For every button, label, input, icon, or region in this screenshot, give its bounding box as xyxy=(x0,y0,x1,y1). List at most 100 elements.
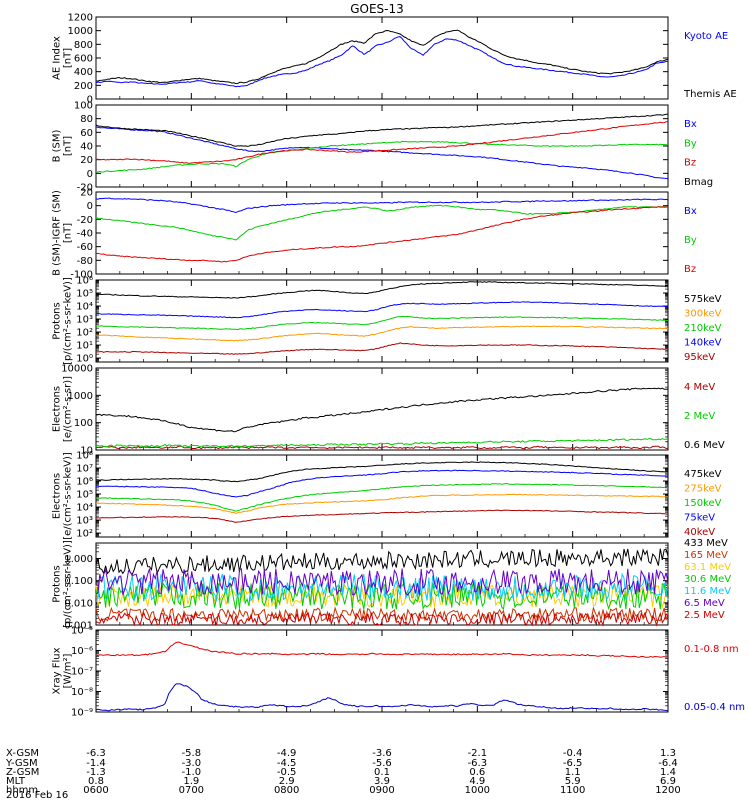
legend-entry: By xyxy=(684,138,697,149)
x-axis-value: -5.6 xyxy=(372,758,392,769)
y-tick-label: 0.010 xyxy=(64,598,93,609)
legend-entry: 40keV xyxy=(684,527,715,538)
x-axis-value: 0.1 xyxy=(374,767,390,778)
y-axis-label: Electrons xyxy=(52,473,63,519)
x-axis-value: 1100 xyxy=(560,785,585,796)
y-tick-label: 10² xyxy=(76,529,93,540)
legend-entry: 75keV xyxy=(684,513,715,524)
y-tick-label: -100 xyxy=(70,270,93,281)
legend-entry: Bz xyxy=(684,264,696,275)
x-axis-value: -5.8 xyxy=(182,748,202,759)
x-axis-value: 1.1 xyxy=(565,767,581,778)
y-axis-label: Protons xyxy=(52,302,63,339)
legend-entry: 2 MeV xyxy=(684,411,715,422)
series-line-bz xyxy=(95,206,669,263)
legend-entry: 63.1 MeV xyxy=(684,562,731,573)
series-line-140kev xyxy=(95,301,669,319)
y-axis-label: [e/(cm²-s-sr-keV)] xyxy=(63,452,74,540)
series-line-0-05-0-4-nm xyxy=(95,683,669,712)
y-tick-label: 10³ xyxy=(76,315,93,326)
y-tick-label: 60 xyxy=(80,128,93,139)
y-tick-label: 10⁴ xyxy=(76,503,93,514)
y-axis-label: [nT] xyxy=(63,223,74,243)
y-tick-label: 1000 xyxy=(68,391,93,402)
legend-entry: 0.05-0.4 nm xyxy=(684,702,745,713)
y-axis-label: AE Index xyxy=(52,36,63,80)
y-axis-label: [nT] xyxy=(63,136,74,156)
series-line-bmag xyxy=(95,113,669,147)
y-tick-label: 40 xyxy=(80,142,93,153)
y-tick-label: 10⁴ xyxy=(76,302,93,313)
series-line-63-1-mev xyxy=(95,583,669,609)
series-line-40kev xyxy=(95,509,668,523)
y-tick-label: 100 xyxy=(74,418,93,429)
legend-entry: 6.5 MeV xyxy=(684,598,725,609)
y-tick-label: 10000 xyxy=(61,364,93,375)
series-line-4-mev xyxy=(95,445,669,450)
y-tick-label: 10⁵ xyxy=(76,289,93,300)
y-axis-label: [W/m²] xyxy=(63,653,74,688)
y-tick-label: 100 xyxy=(74,101,93,112)
x-axis-value: -6.4 xyxy=(658,758,678,769)
panel-protons_low: 10⁰ 10¹ 10² 10³ 10⁴ 10⁵ 10⁶ Protons [p/(cm²-s-sr… xyxy=(52,276,722,365)
x-axis-value: -1.0 xyxy=(182,767,202,778)
legend-entry: 475keV xyxy=(684,469,722,480)
x-axis-table: X-GSMY-GSMZ-GSMMLThhmm-6.3-1.4-1.30.8060… xyxy=(5,748,681,796)
x-axis-value: -3.6 xyxy=(372,748,392,759)
series-line-bx xyxy=(95,126,669,180)
legend-entry: Bx xyxy=(684,119,697,130)
y-axis-label: Protons xyxy=(52,565,63,602)
y-tick-label: -60 xyxy=(77,242,93,253)
y-axis-label: [nT] xyxy=(63,48,74,68)
x-axis-value: 0.6 xyxy=(469,767,485,778)
x-axis-value: -0.5 xyxy=(277,767,297,778)
x-axis-value: 1.4 xyxy=(660,767,676,778)
date-label: 2016 Feb 16 xyxy=(6,790,68,800)
y-tick-label: 10⁸ xyxy=(76,451,93,462)
series-line-2-5-mev xyxy=(95,610,669,627)
plot-title: GOES-13 xyxy=(350,2,404,16)
series-line-by xyxy=(95,140,669,173)
x-axis-value: 0600 xyxy=(83,785,108,796)
series-line-150kev xyxy=(95,483,669,512)
legend-entry: 433 MeV xyxy=(684,538,728,549)
series-line-0-6-mev xyxy=(95,387,668,433)
x-axis-value: 1000 xyxy=(465,785,490,796)
legend-entry: 4 MeV xyxy=(684,382,715,393)
series-line-300kev xyxy=(95,325,668,342)
x-axis-value: -1.3 xyxy=(86,767,106,778)
x-axis-value: -6.5 xyxy=(563,758,583,769)
y-tick-label: 1200 xyxy=(68,13,93,24)
legend-entry: Themis AE xyxy=(683,89,737,100)
y-tick-label: -40 xyxy=(77,229,93,240)
x-axis-value: 0900 xyxy=(369,785,394,796)
y-axis-label: B (SM)-IGRF (SM) xyxy=(52,190,63,276)
y-tick-label: 10⁻⁷ xyxy=(71,667,93,678)
y-tick-label: 200 xyxy=(74,81,93,92)
series-line-433-mev xyxy=(95,548,669,576)
y-tick-label: 20 xyxy=(80,155,93,166)
legend-entry: 300keV xyxy=(684,309,722,320)
y-tick-label: 10¹ xyxy=(76,341,93,352)
x-axis-row-label: Y-GSM xyxy=(5,758,38,769)
series-line-0-1-0-8-nm xyxy=(95,641,669,658)
x-axis-value: 2.9 xyxy=(279,776,295,787)
x-axis-value: -2.1 xyxy=(468,748,488,759)
y-tick-label: 400 xyxy=(74,67,93,78)
panel-frame xyxy=(95,629,669,713)
y-tick-label: 10⁰ xyxy=(76,354,93,365)
y-tick-label: 80 xyxy=(80,114,93,125)
legend-entry: 275keV xyxy=(684,484,722,495)
x-axis-value: 1.3 xyxy=(660,748,676,759)
panel-frame xyxy=(95,454,669,538)
y-tick-label: 0 xyxy=(87,95,93,106)
y-tick-label: 10⁻⁹ xyxy=(71,708,93,719)
legend-entry: 11.6 MeV xyxy=(684,586,731,597)
panel-bsm: -20 0 20 40 60 80 100 B (SM) [nT] Bx By Bz Bmag xyxy=(52,101,714,194)
series-line-575kev xyxy=(95,281,669,299)
x-axis-value: -4.9 xyxy=(277,748,297,759)
panel-frame xyxy=(95,16,669,100)
legend-entry: 0.1-0.8 nm xyxy=(684,644,739,655)
panel-frame xyxy=(95,367,669,451)
